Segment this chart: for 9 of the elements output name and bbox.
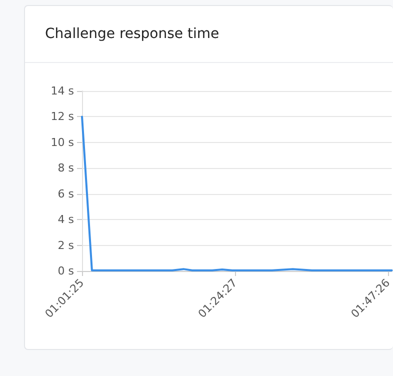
- y-tick-label: 12 s: [50, 110, 74, 124]
- y-tick-label: 10 s: [50, 136, 74, 149]
- y-tick-label: 8 s: [58, 162, 74, 175]
- y-tick-label: 4 s: [58, 213, 74, 226]
- y-tick-label: 6 s: [58, 187, 74, 200]
- chart-title: Challenge response time: [45, 26, 220, 42]
- y-tick-label: 0 s: [58, 264, 74, 278]
- y-tick-label: 2 s: [58, 238, 74, 252]
- y-tick-label: 14 s: [50, 84, 74, 98]
